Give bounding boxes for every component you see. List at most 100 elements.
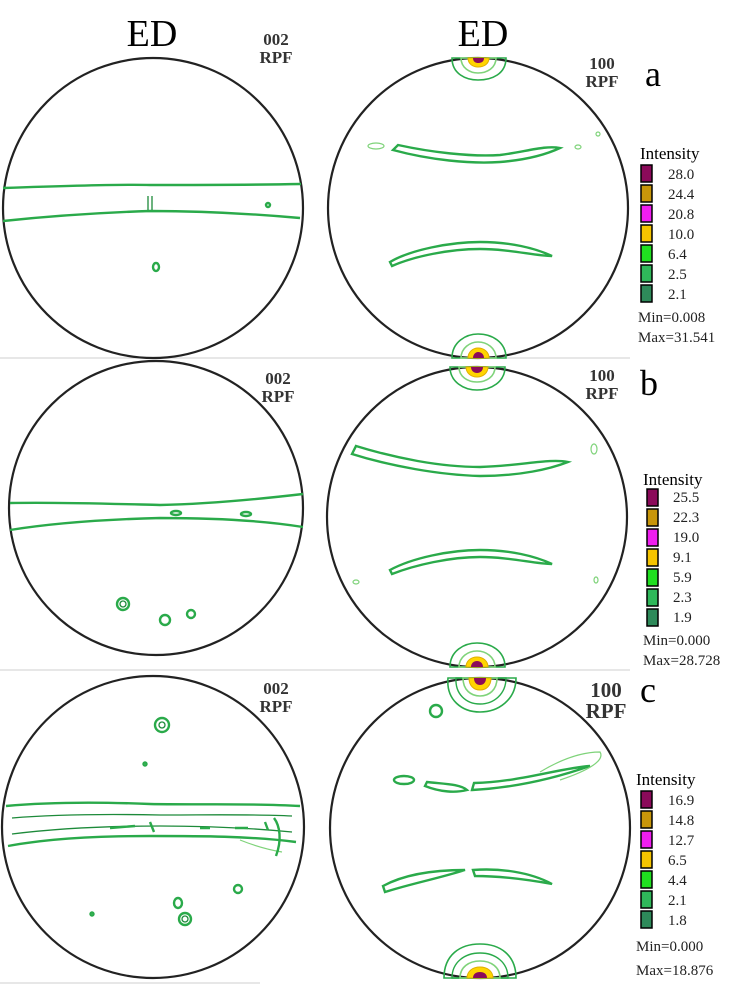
pole-label-hkl: 002	[263, 30, 289, 49]
contour-spot	[119, 600, 127, 608]
contour-spot	[590, 443, 598, 455]
contour-band	[2, 182, 302, 190]
row-a: 002 RPF 100 RPF a	[1, 30, 715, 360]
legend-level: 6.4	[668, 247, 687, 263]
legend-swatch	[646, 528, 659, 547]
legend-max: Max=28.728	[643, 653, 720, 669]
legend-level: 2.1	[668, 893, 687, 909]
legend-level: 14.8	[668, 813, 694, 829]
contour-spot	[115, 596, 131, 612]
legend-swatch	[646, 488, 659, 507]
legend-title: Intensity	[640, 144, 700, 163]
contour-band	[2, 209, 301, 223]
legend-level: 4.4	[668, 873, 687, 889]
pole-figure-outline	[325, 365, 629, 669]
pole-label-hkl: 100	[590, 678, 622, 702]
pole-cap	[451, 952, 509, 979]
pole-cap	[473, 352, 484, 358]
legend-swatch	[646, 548, 659, 567]
legend-max: Max=18.876	[636, 963, 714, 979]
pole-label-rpf: RPF	[585, 384, 618, 403]
legend-swatch	[640, 224, 653, 243]
contour-spot	[595, 131, 601, 137]
pole-cap	[473, 972, 487, 978]
contour-spot	[158, 613, 172, 627]
contour-arc	[388, 548, 553, 576]
pole-cap	[459, 960, 501, 979]
pole-cap	[455, 677, 507, 705]
pole-cap	[458, 366, 496, 383]
pole-figure-002-a: 002 RPF	[1, 30, 305, 360]
contour-arc	[423, 780, 470, 793]
pole-cap	[462, 677, 498, 697]
legend-swatch	[640, 890, 653, 909]
contour-arc	[471, 868, 553, 886]
legend-min: Min=0.008	[638, 310, 705, 326]
legend-min: Min=0.000	[643, 633, 710, 649]
contour-spot	[172, 896, 184, 910]
contour-spot	[151, 261, 161, 273]
legend-swatch	[640, 264, 653, 283]
legend-swatch	[640, 850, 653, 869]
contour-band	[9, 516, 304, 532]
contour-band	[273, 817, 281, 857]
legend-level: 2.3	[673, 590, 692, 606]
legend-level: 1.9	[673, 610, 692, 626]
pole-cap	[471, 661, 483, 667]
pole-figure-002-c: 002 RPF	[0, 674, 306, 980]
legend-swatch	[646, 508, 659, 527]
legend-swatch	[646, 568, 659, 587]
pole-label-hkl: 002	[265, 369, 291, 388]
pole-label-hkl: 100	[589, 366, 615, 385]
legend-swatch	[640, 204, 653, 223]
pole-cap	[451, 57, 507, 81]
panel-letter: a	[645, 54, 661, 94]
contour-band	[9, 492, 304, 507]
legend-swatch	[646, 588, 659, 607]
legend-swatch	[640, 870, 653, 889]
legend-swatch	[640, 244, 653, 263]
legend-level: 10.0	[668, 227, 694, 243]
contour-band	[239, 839, 283, 853]
legend-swatch	[640, 164, 653, 183]
pole-label-rpf: RPF	[259, 48, 292, 67]
pole-label-hkl: 002	[263, 679, 289, 698]
pole-label-rpf: RPF	[259, 697, 292, 716]
contour-spot	[142, 761, 148, 767]
contour-arc	[381, 868, 466, 894]
pole-label-rpf: RPF	[585, 72, 618, 91]
pole-figure-100-a: 100 RPF	[326, 54, 630, 360]
legend-min: Min=0.000	[636, 939, 703, 955]
legend-level: 9.1	[673, 550, 692, 566]
legend-swatch	[640, 284, 653, 303]
pole-figure-outline	[1, 56, 305, 360]
contour-spot	[89, 911, 95, 917]
legend-level: 22.3	[673, 510, 699, 526]
legend-title: Intensity	[636, 770, 696, 789]
legend-level: 6.5	[668, 853, 687, 869]
legend-level: 1.8	[668, 913, 687, 929]
legend-level: 5.9	[673, 570, 692, 586]
pole-label-hkl: 100	[589, 54, 615, 73]
legend-level: 25.5	[673, 490, 699, 506]
pole-figure-outline	[7, 359, 305, 657]
pole-figure-outline	[326, 56, 630, 360]
ed-label-right: ED	[458, 13, 509, 55]
legend-level: 24.4	[668, 187, 695, 203]
pole-cap	[460, 57, 497, 74]
contour-band	[11, 825, 293, 835]
legend-swatch	[640, 830, 653, 849]
row-c: 002 RPF 100	[0, 670, 714, 980]
contour-band	[7, 834, 297, 848]
pole-cap	[474, 678, 486, 685]
contour-arc	[390, 143, 564, 164]
contour-spot	[593, 576, 599, 584]
contour-arc	[388, 240, 553, 268]
row-b: 002 RPF 100 RPF b	[7, 359, 720, 669]
contour-arc	[470, 764, 591, 792]
contour-spot	[181, 915, 189, 923]
contour-spot	[169, 509, 183, 517]
legend-swatch	[640, 910, 653, 929]
contour-spot	[367, 142, 385, 150]
pole-figure-100-b: 100 RPF	[325, 365, 629, 669]
